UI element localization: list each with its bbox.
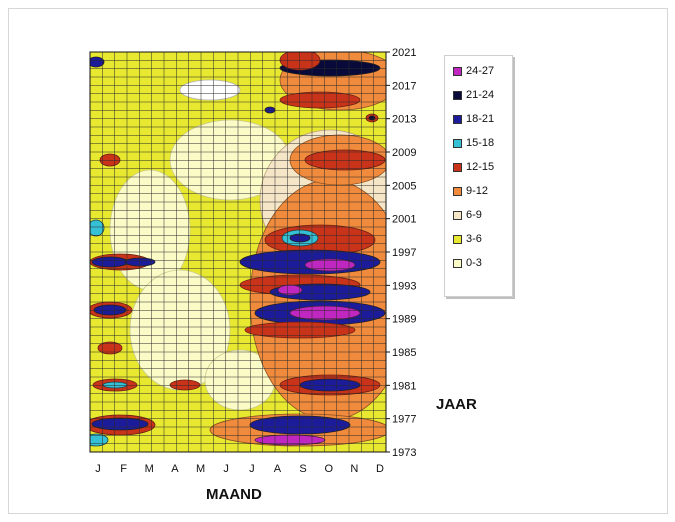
heatmap-contour: [254, 434, 326, 446]
heatmap-contour: [97, 341, 123, 355]
y-tick-label: 1989: [392, 314, 416, 326]
heatmap-contour: [90, 433, 109, 447]
x-axis-title: MAAND: [206, 486, 262, 503]
heatmap-contour: [304, 149, 386, 171]
heatmap-contour: [304, 258, 356, 272]
heatmap-contour: [91, 256, 129, 268]
grid-lines: [89, 51, 387, 453]
legend-item: 21-24: [453, 84, 512, 106]
x-tick-label: M: [145, 463, 154, 475]
y-tick-label: 1981: [392, 380, 416, 392]
heatmap-contour: [124, 257, 156, 267]
heatmap-contour: [91, 417, 149, 431]
heatmap-contour: [279, 52, 321, 71]
y-tick-label: 2013: [392, 114, 416, 126]
y-tick-label: 2017: [392, 80, 416, 92]
legend-swatch: [453, 66, 462, 76]
y-tick-label: 2005: [392, 180, 416, 192]
y-tick-label: 2009: [392, 147, 416, 159]
legend-label: 3-6: [466, 233, 482, 245]
y-tick-label: 1977: [392, 414, 416, 426]
y-tick-label: 2001: [392, 214, 416, 226]
x-tick-label: A: [274, 463, 282, 475]
y-tick-labels: 2021 2017 2013 2009 2005 2001 1997 1993 1989 1985…: [386, 47, 416, 459]
legend-item: 3-6: [453, 228, 512, 250]
legend-swatch: [453, 210, 462, 220]
heatmap-contour: [279, 91, 361, 109]
legend-swatch: [453, 114, 462, 124]
x-tick-label: M: [196, 463, 205, 475]
legend-item: 24-27: [453, 60, 512, 82]
heatmap-contour: [289, 305, 361, 321]
x-tick-label: S: [299, 463, 306, 475]
legend-item: 9-12: [453, 180, 512, 202]
x-tick-label: J: [223, 463, 229, 475]
heatmap-contour: [264, 106, 276, 114]
legend-swatch: [453, 90, 462, 100]
x-tick-label: F: [120, 463, 127, 475]
heatmap-contour: [90, 56, 105, 68]
legend: 24-27 21-24 18-21 15-18 12-15 9-12 6-9 3-6 0-3: [444, 55, 513, 297]
y-tick-label: 2021: [392, 47, 416, 59]
y-axis-title: JAAR: [436, 396, 477, 413]
y-tick-label: 1993: [392, 280, 416, 292]
x-tick-label: N: [350, 463, 358, 475]
legend-label: 15-18: [466, 137, 495, 149]
legend-item: 15-18: [453, 132, 512, 154]
legend-swatch: [453, 186, 462, 196]
x-tick-label: J: [95, 463, 101, 475]
legend-swatch: [453, 234, 462, 244]
legend-swatch: [453, 162, 462, 172]
y-tick-label: 1985: [392, 347, 416, 359]
heatmap-contour: [169, 379, 201, 391]
legend-label: 24-27: [466, 65, 495, 77]
legend-swatch: [453, 258, 462, 268]
legend-swatch: [453, 138, 462, 148]
heatmap-contour: [244, 321, 356, 339]
x-tick-label: J: [249, 463, 255, 475]
legend-item: 0-3: [453, 252, 512, 274]
heatmap-contour: [277, 284, 303, 296]
heatmap-contour: [90, 219, 105, 237]
x-tick-label: O: [324, 463, 333, 475]
legend-item: 18-21: [453, 108, 512, 130]
x-tick-label: D: [376, 463, 384, 475]
y-tick-label: 1997: [392, 247, 416, 259]
legend-label: 12-15: [466, 161, 495, 173]
legend-label: 21-24: [466, 89, 495, 101]
legend-label: 0-3: [466, 257, 482, 269]
heatmap-contour: [289, 233, 311, 243]
legend-label: 9-12: [466, 185, 489, 197]
heatmap-contour: [179, 79, 241, 101]
x-tick-label: A: [171, 463, 179, 475]
heatmap-contour: [368, 115, 376, 121]
legend-label: 18-21: [466, 113, 495, 125]
legend-item: 12-15: [453, 156, 512, 178]
heatmap-contour: [299, 378, 361, 392]
legend-label: 6-9: [466, 209, 482, 221]
heatmap-contour: [102, 381, 128, 389]
legend-item: 6-9: [453, 204, 512, 226]
heatmap-contour: [99, 153, 121, 167]
y-tick-label: 1973: [392, 447, 416, 459]
heatmap-contour: [93, 304, 127, 316]
